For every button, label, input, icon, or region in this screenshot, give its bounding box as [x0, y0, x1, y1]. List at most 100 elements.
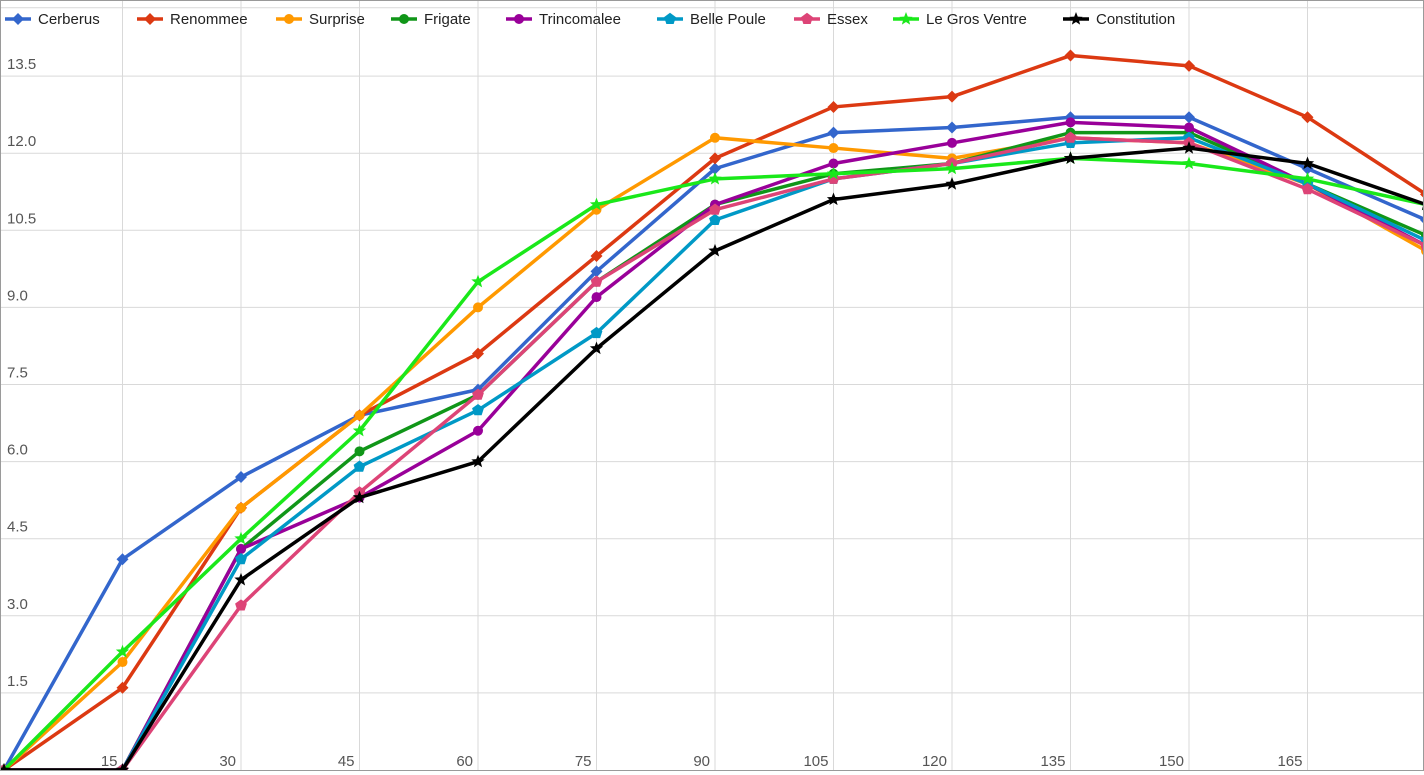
data-point-cerberus [709, 162, 721, 175]
data-point-le-gros-ventre [234, 531, 248, 545]
x-tick-label: 165 [1277, 753, 1302, 770]
data-point-constitution [115, 763, 130, 775]
x-tick-label: 60 [456, 753, 473, 770]
data-point-le-gros-ventre [115, 644, 130, 658]
legend-label-trincomalee: Trincomalee [539, 11, 621, 28]
y-tick-label: 12.0 [7, 133, 36, 150]
data-point-renommee [1183, 59, 1195, 72]
series-essex [0, 131, 1424, 775]
y-tick-label: 7.5 [7, 365, 28, 382]
data-point-cerberus [590, 265, 603, 278]
data-point-renommee [472, 347, 484, 360]
data-point-renommee [1301, 111, 1314, 124]
legend-entry-renommee: Renommee [137, 11, 248, 28]
data-point-essex [472, 388, 484, 400]
data-point-constitution [1419, 202, 1424, 211]
x-tick-label: 75 [575, 753, 592, 770]
series-trincomalee [0, 117, 1424, 775]
data-point-renommee [590, 250, 603, 262]
x-tick-label: 120 [922, 753, 947, 770]
data-point-frigate [354, 446, 365, 457]
data-point-surprise [473, 302, 483, 313]
data-point-le-gros-ventre [945, 161, 959, 175]
series-line-belle-poule [4, 136, 1424, 772]
data-point-trincomalee [236, 543, 246, 554]
data-point-belle-poule [472, 404, 484, 416]
legend-entry-cerberus: Cerberus [5, 11, 100, 28]
series-line-essex [4, 136, 1424, 772]
data-point-belle-poule [353, 460, 366, 472]
legend-label-essex: Essex [827, 11, 868, 28]
data-point-surprise [117, 657, 128, 668]
x-tick-label: 105 [803, 753, 828, 770]
data-point-trincomalee [947, 137, 957, 148]
legend-entry-belle-poule: Belle Poule [657, 11, 766, 28]
legend-entry-trincomalee: Trincomalee [506, 11, 621, 28]
y-tick-label: 13.5 [7, 56, 36, 73]
data-point-trincomalee [1065, 117, 1076, 128]
data-point-trincomalee [828, 158, 839, 169]
data-point-constitution [1182, 141, 1196, 154]
data-point-le-gros-ventre [352, 423, 367, 437]
legend-marker-le-gros-ventre [899, 12, 913, 25]
legend-label-surprise: Surprise [309, 11, 365, 28]
series-belle-poule [0, 131, 1424, 775]
data-point-renommee [946, 90, 958, 103]
data-point-cerberus [946, 121, 958, 134]
x-tick-label: 90 [693, 753, 710, 770]
data-point-trincomalee [473, 425, 483, 436]
data-point-le-gros-ventre [589, 197, 604, 211]
data-point-renommee [116, 681, 129, 694]
legend-entry-frigate: Frigate [391, 11, 471, 28]
legend-marker-essex [801, 12, 813, 25]
legend-label-constitution: Constitution [1096, 11, 1175, 28]
data-point-trincomalee [1184, 122, 1194, 133]
legend-marker-trincomalee [514, 14, 524, 24]
data-point-essex [235, 599, 247, 611]
data-point-le-gros-ventre [1300, 171, 1315, 185]
series-surprise [0, 132, 1424, 775]
data-point-constitution [708, 243, 722, 257]
series-line-frigate [4, 130, 1424, 772]
series-line-constitution [4, 146, 1424, 772]
x-tick-label: 15 [101, 753, 118, 770]
y-tick-label: 1.5 [7, 673, 28, 690]
data-point-surprise [710, 132, 720, 143]
legend-marker-renommee [144, 13, 156, 25]
data-point-le-gros-ventre [1182, 156, 1196, 170]
legend-marker-cerberus [12, 13, 24, 25]
data-point-essex [1064, 131, 1077, 143]
series-constitution [0, 141, 1424, 775]
series-le-gros-ventre [0, 151, 1424, 775]
data-point-cerberus [116, 553, 129, 566]
y-tick-label: 9.0 [7, 287, 28, 304]
legend-marker-frigate [399, 14, 409, 24]
axis-tick-labels: 1.5 3.0 4.5 6.0 7.5 9.0 10.5 12.0 13.5 15 30 45 60 75… [7, 56, 1303, 770]
legend-entry-surprise: Surprise [276, 11, 365, 28]
series-line-surprise [2, 136, 1424, 772]
data-point-belle-poule [235, 553, 247, 565]
data-point-constitution [826, 192, 841, 206]
y-tick-label: 4.5 [7, 519, 28, 536]
data-point-surprise [354, 410, 365, 421]
legend-label-renommee: Renommee [170, 11, 248, 28]
legend-label-le-gros-ventre: Le Gros Ventre [926, 11, 1027, 28]
data-point-constitution [945, 177, 959, 190]
data-point-le-gros-ventre [708, 171, 722, 185]
legend-label-belle-poule: Belle Poule [690, 11, 766, 28]
data-point-cerberus [1183, 111, 1195, 124]
data-point-le-gros-ventre [826, 166, 841, 180]
y-tick-label: 3.0 [7, 596, 28, 613]
x-tick-label: 30 [219, 753, 236, 770]
data-point-constitution [352, 490, 367, 504]
data-point-essex [590, 275, 603, 287]
legend-entry-le-gros-ventre: Le Gros Ventre [893, 11, 1027, 28]
series-lines [0, 49, 1424, 775]
data-point-renommee [1064, 49, 1077, 62]
legend-marker-constitution [1069, 12, 1083, 25]
data-point-constitution [589, 341, 604, 355]
data-point-cerberus [827, 126, 840, 139]
